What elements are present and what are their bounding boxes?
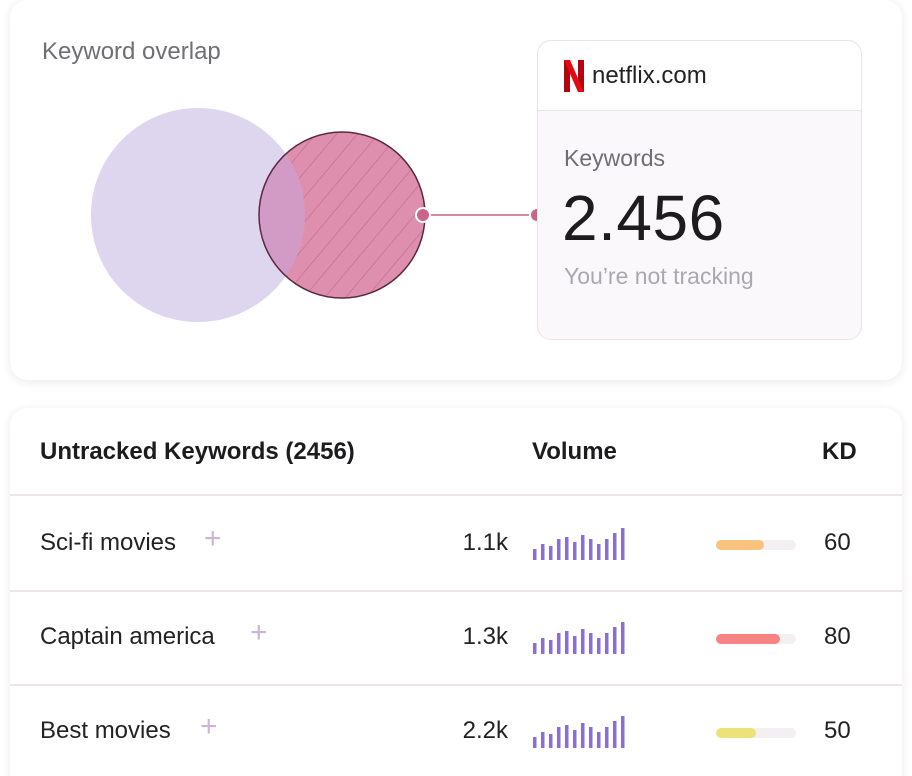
keyword-overlap-card: Keyword overlap netflix.com Keywords 2. [10, 0, 902, 380]
sparkline-bar [557, 633, 561, 654]
keyword-name: Best movies [40, 717, 171, 744]
sparkline-bar [613, 721, 617, 748]
not-tracking-note: You’re not tracking [564, 263, 754, 289]
sparkline-bar [549, 546, 553, 560]
overlap-title: Keyword overlap [42, 38, 221, 65]
add-keyword-plus-icon[interactable]: + [204, 522, 222, 555]
table-row[interactable]: Captain america +1.3k 80 [10, 590, 902, 684]
sparkline-bar [541, 638, 545, 654]
domain-name: netflix.com [592, 61, 707, 89]
sparkline-bar [533, 737, 537, 748]
sparkline-bar [621, 528, 625, 560]
domain-header: netflix.com [538, 41, 861, 111]
competitor-hatch [259, 132, 425, 298]
column-header-kd[interactable]: KD [822, 438, 857, 465]
sparkline-bar [581, 535, 585, 560]
sparkline-bar [549, 640, 553, 654]
kd-bar-fill [716, 634, 780, 644]
keyword-name: Captain america [40, 623, 215, 650]
sparkline-bar [605, 633, 609, 654]
venn-diagram [91, 108, 540, 322]
sparkline-bar [573, 636, 577, 654]
sparkline-bar [541, 544, 545, 560]
kd-bar-track [716, 540, 796, 550]
sparkline-bar [589, 633, 593, 654]
sparkline-bar [597, 544, 601, 560]
sparkline-bar [589, 727, 593, 748]
netflix-logo-icon [564, 59, 584, 92]
sparkline-bar [621, 622, 625, 654]
sparkline-bar [533, 549, 537, 560]
keyword-name: Sci-fi movies [40, 529, 177, 556]
connector-dot-left [415, 207, 431, 223]
sparkline-bar [589, 539, 593, 560]
sparkline-bar [597, 732, 601, 748]
header-divider [10, 494, 902, 496]
kd-value: 60 [824, 529, 851, 556]
kd-bar-fill [716, 728, 756, 738]
add-keyword-plus-icon[interactable]: + [200, 710, 218, 743]
volume-sparkline [533, 622, 625, 654]
untracked-keywords-table: Untracked Keywords (2456) Volume KD Sci-… [10, 408, 902, 776]
sparkline-bar [597, 638, 601, 654]
domain-panel: netflix.com Keywords 2.456 You’re not tr… [537, 40, 862, 340]
sparkline-bar [565, 631, 569, 654]
sparkline-bar [549, 734, 553, 748]
row-divider [10, 684, 902, 686]
sparkline-bar [613, 627, 617, 654]
kd-value: 80 [824, 623, 851, 650]
sparkline-bar [613, 533, 617, 560]
keywords-count: 2.456 [562, 182, 725, 254]
sparkline-bar [581, 629, 585, 654]
sparkline-bar [605, 539, 609, 560]
sparkline-bar [541, 732, 545, 748]
add-keyword-plus-icon[interactable]: + [250, 616, 268, 649]
volume-value: 2.2k [462, 717, 508, 744]
kd-bar-track [716, 728, 796, 738]
tracked-circle [91, 108, 305, 322]
sparkline-bar [581, 723, 585, 748]
keywords-label: Keywords [564, 145, 665, 171]
sparkline-bar [573, 542, 577, 560]
sparkline-bar [605, 727, 609, 748]
column-header-keywords[interactable]: Untracked Keywords (2456) [40, 438, 355, 465]
sparkline-bar [565, 725, 569, 748]
row-divider [10, 590, 902, 592]
kd-bar-track [716, 634, 796, 644]
kd-value: 50 [824, 717, 851, 744]
volume-sparkline [533, 716, 625, 748]
sparkline-bar [533, 643, 537, 654]
volume-sparkline [533, 528, 625, 560]
sparkline-bar [621, 716, 625, 748]
volume-value: 1.1k [462, 529, 508, 556]
sparkline-bar [557, 727, 561, 748]
table-row[interactable]: Sci-fi movies +1.1k 60 [10, 496, 902, 590]
sparkline-bar [557, 539, 561, 560]
column-header-volume[interactable]: Volume [532, 438, 617, 465]
volume-value: 1.3k [462, 623, 508, 650]
sparkline-bar [565, 537, 569, 560]
table-row[interactable]: Best movies +2.2k 50 [10, 684, 902, 776]
kd-bar-fill [716, 540, 764, 550]
sparkline-bar [573, 730, 577, 748]
